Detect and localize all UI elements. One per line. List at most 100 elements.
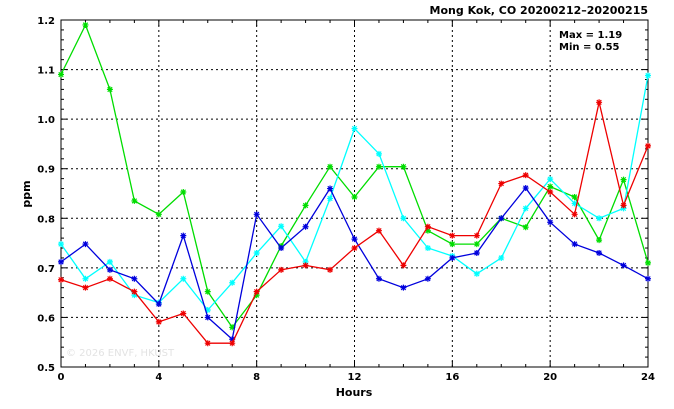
y-tick-label: 0.7 — [37, 264, 55, 275]
data-point — [106, 86, 113, 93]
data-point — [204, 306, 211, 313]
data-point — [473, 249, 480, 256]
data-point — [375, 227, 382, 234]
data-point — [449, 232, 456, 239]
data-point — [131, 292, 138, 299]
x-tick-label: 24 — [641, 372, 655, 383]
data-point — [571, 241, 578, 248]
data-point — [58, 71, 64, 78]
grid — [61, 20, 648, 367]
data-point — [302, 262, 309, 269]
data-point — [375, 275, 382, 282]
data-point — [131, 197, 138, 204]
data-point — [375, 150, 382, 157]
data-point — [253, 292, 260, 299]
data-point — [547, 176, 554, 183]
data-point — [596, 237, 603, 244]
data-point — [82, 284, 89, 291]
data-point — [351, 245, 358, 252]
data-point — [620, 202, 627, 209]
min-label: Min = 0.55 — [559, 42, 620, 53]
data-point — [229, 340, 236, 347]
series-3 — [58, 99, 651, 347]
data-point — [547, 189, 554, 196]
data-point — [645, 72, 651, 79]
max-label: Max = 1.19 — [559, 30, 622, 41]
data-point — [424, 227, 431, 234]
data-point — [547, 183, 554, 190]
data-point — [278, 266, 285, 273]
data-point — [645, 259, 651, 266]
watermark: © 2026 ENVF, HKUST — [66, 348, 175, 359]
data-point — [106, 275, 113, 282]
data-point — [180, 232, 187, 239]
data-point — [278, 245, 285, 252]
data-point — [498, 254, 505, 261]
data-point — [155, 301, 162, 308]
data-point — [327, 266, 334, 273]
data-point — [204, 314, 211, 321]
y-axis-label: ppm — [20, 180, 33, 207]
data-point — [449, 241, 456, 248]
axis-ticks: 0 4 8 12 16 20 24 0.5 0.6 0.7 0.8 0.9 1.0 1.1 1.2 — [37, 16, 655, 383]
data-point — [302, 258, 309, 265]
data-point — [645, 275, 651, 282]
data-point — [522, 172, 529, 179]
data-point — [302, 223, 309, 230]
data-point — [180, 310, 187, 317]
data-point — [596, 249, 603, 256]
x-tick-label: 16 — [445, 372, 459, 383]
x-tick-label: 12 — [348, 372, 362, 383]
data-point — [58, 241, 64, 248]
data-point — [155, 211, 162, 218]
data-point — [204, 288, 211, 295]
data-point — [522, 205, 529, 212]
data-point — [473, 270, 480, 277]
data-point — [375, 163, 382, 170]
data-point — [106, 266, 113, 273]
data-point — [253, 249, 260, 256]
series-0 — [58, 21, 651, 331]
data-point — [596, 215, 603, 222]
data-point — [449, 254, 456, 261]
data-point — [620, 176, 627, 183]
data-point — [645, 142, 651, 149]
data-point — [253, 211, 260, 218]
data-point — [596, 99, 603, 106]
data-point — [522, 185, 529, 192]
x-tick-label: 8 — [253, 372, 260, 383]
data-point — [327, 163, 334, 170]
data-point — [571, 193, 578, 200]
y-tick-label: 0.6 — [37, 313, 55, 324]
data-point — [571, 200, 578, 207]
data-point — [351, 236, 358, 243]
x-axis-label: Hours — [336, 386, 373, 399]
y-tick-label: 0.8 — [37, 214, 55, 225]
data-point — [327, 185, 334, 192]
data-point — [473, 232, 480, 239]
data-point — [82, 21, 89, 28]
data-point — [400, 262, 407, 269]
data-point — [302, 202, 309, 209]
data-point — [180, 275, 187, 282]
data-point — [473, 241, 480, 248]
data-point — [229, 324, 236, 331]
data-point — [400, 284, 407, 291]
data-point — [424, 223, 431, 230]
data-point — [424, 275, 431, 282]
data-point — [82, 241, 89, 248]
data-point — [278, 223, 285, 230]
data-point — [131, 288, 138, 295]
series-group — [58, 21, 651, 347]
x-tick-label: 20 — [543, 372, 557, 383]
y-tick-label: 1.1 — [37, 66, 55, 77]
data-point — [204, 340, 211, 347]
data-point — [155, 318, 162, 325]
data-point — [131, 275, 138, 282]
data-point — [498, 180, 505, 187]
x-tick-label: 0 — [58, 372, 65, 383]
data-point — [58, 258, 64, 265]
data-point — [400, 163, 407, 170]
data-point — [620, 262, 627, 269]
